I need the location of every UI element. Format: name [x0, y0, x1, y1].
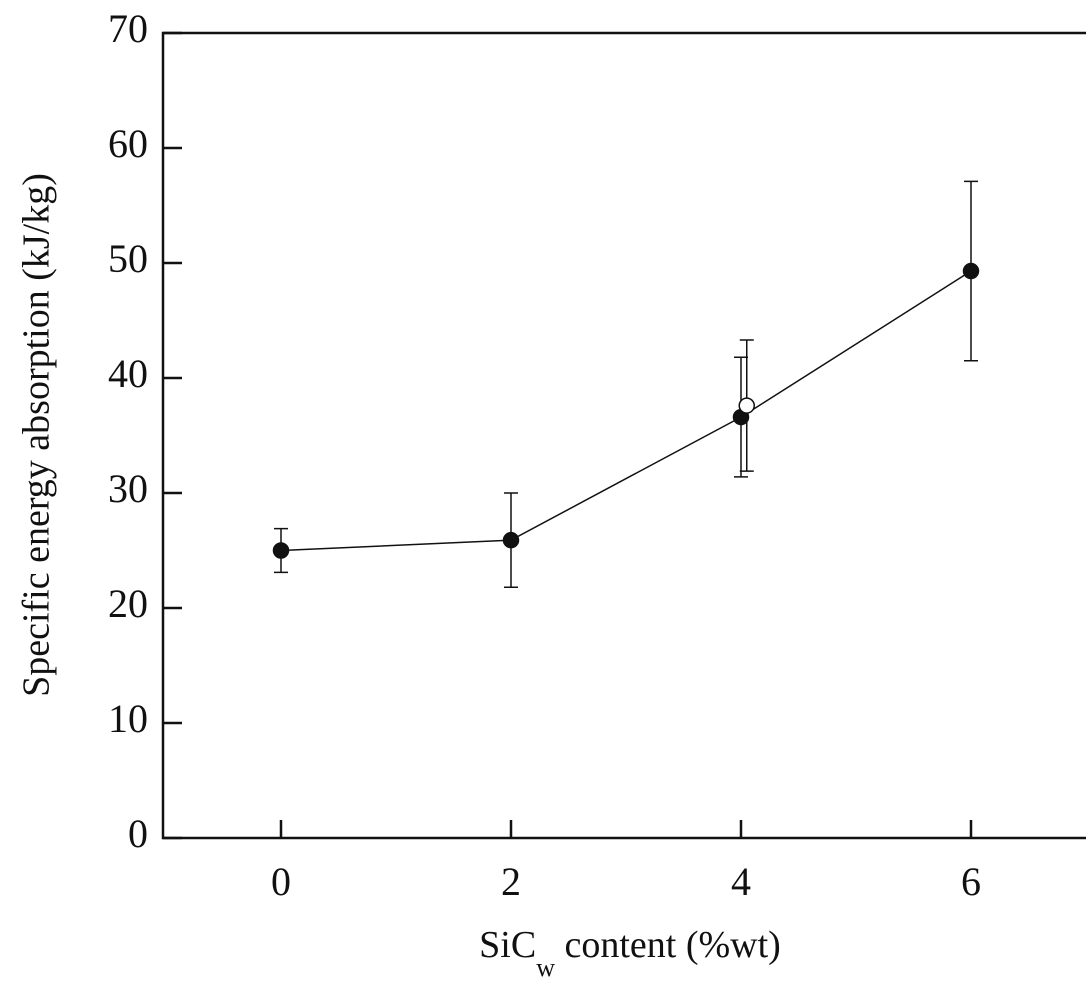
y-tick-label: 30 [108, 466, 148, 511]
x-tick-label: 4 [731, 859, 751, 904]
x-axis-label: SiCw content (%wt) [479, 924, 781, 982]
x-tick-label: 6 [961, 859, 981, 904]
x-label-main: SiC [479, 924, 536, 966]
x-tick-label: 2 [501, 859, 521, 904]
x-label-sub: w [536, 953, 555, 982]
y-tick-label: 0 [128, 811, 148, 856]
y-tick-label: 60 [108, 121, 148, 166]
y-tick-label: 20 [108, 581, 148, 626]
plot-frame [161, 31, 1086, 840]
y-tick-label: 40 [108, 351, 148, 396]
x-label-rest: content (%wt) [555, 924, 781, 966]
y-tick-label: 50 [108, 236, 148, 281]
data-point [272, 542, 290, 559]
data-point [502, 531, 520, 549]
data-point [738, 397, 755, 414]
series-line [280, 270, 972, 552]
data-point [962, 262, 980, 280]
y-tick-label: 10 [108, 696, 148, 741]
x-tick-label: 0 [271, 859, 291, 904]
y-tick-label: 70 [108, 6, 148, 51]
y-axis-label: Specific energy absorption (kJ/kg) [16, 173, 58, 697]
